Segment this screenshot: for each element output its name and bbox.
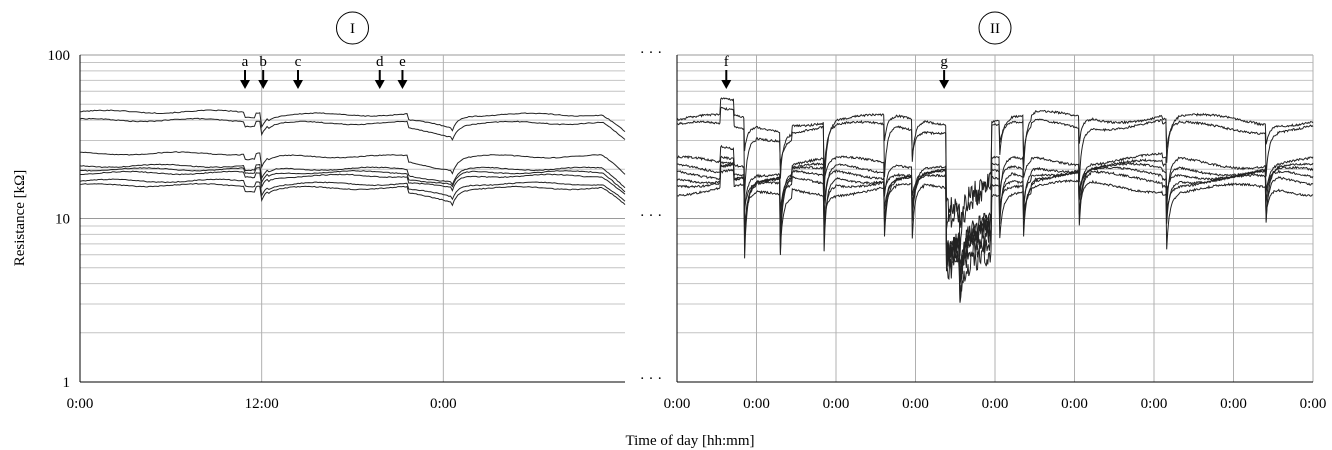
x-axis-label: Time of day [hh:mm]: [625, 433, 754, 449]
series-group: [676, 97, 1314, 303]
series-line: [79, 151, 626, 175]
x-tick-label: 0:00: [1300, 396, 1327, 412]
ellipsis-top: · · ·: [640, 45, 663, 61]
x-tick-label: 0:00: [1220, 396, 1247, 412]
marker-arrow-head: [374, 80, 385, 89]
panel-label-circle: [336, 11, 369, 45]
panel-label: I: [350, 21, 355, 37]
marker-label: d: [376, 54, 384, 70]
series-line: [676, 155, 1314, 285]
panel-label-circle: [978, 11, 1012, 45]
x-tick-label: 0:00: [982, 396, 1009, 412]
x-tick-label: 0:00: [664, 396, 691, 412]
panel-label: II: [990, 21, 1000, 37]
series-line: [676, 106, 1314, 257]
series-line: [676, 161, 1314, 280]
marker-arrow-head: [293, 80, 303, 89]
marker-label: a: [242, 54, 249, 70]
marker-arrow-head: [240, 80, 251, 89]
x-tick-label: 0:00: [1141, 396, 1168, 412]
marker-label: c: [295, 54, 302, 70]
series-line: [676, 163, 1314, 303]
x-tick-label: 12:00: [245, 396, 279, 412]
series-group: [79, 109, 626, 207]
series-line: [80, 170, 626, 195]
x-tick-label: 0:00: [67, 396, 94, 412]
series-line: [676, 168, 1314, 303]
x-tick-label: 0:00: [823, 396, 850, 412]
series-line: [79, 182, 626, 207]
x-tick-label: 0:00: [743, 396, 770, 412]
x-tick-label: 0:00: [1061, 396, 1088, 412]
marker-arrow-head: [721, 80, 732, 89]
panel-1: 0:00 12:00 0:00 1 10 100 Ia b c d e: [48, 11, 626, 412]
marker-label: f: [724, 54, 729, 70]
series-line: [79, 117, 626, 141]
series-line: [79, 167, 626, 193]
marker-label: g: [940, 54, 948, 70]
panel-2: 0:00 0:00 0:00 0:00 0:00 0:00 0:00 0:00 0:00 II f g: [664, 11, 1327, 412]
y-tick-label: 10: [55, 212, 70, 228]
marker-arrow-head: [258, 80, 269, 89]
marker-label: e: [399, 54, 406, 70]
x-tick-label: 0:00: [430, 396, 457, 412]
series-line: [79, 109, 626, 133]
marker-arrow-head: [939, 80, 950, 89]
ellipsis-middle: · · ·: [640, 208, 663, 224]
series-line: [79, 163, 626, 189]
ellipsis-bottom: · · ·: [640, 371, 663, 387]
y-tick-label: 1: [63, 375, 71, 391]
marker-arrow-head: [397, 80, 408, 89]
series-line: [79, 178, 626, 202]
y-tick-label: 100: [48, 48, 71, 64]
marker-label: b: [259, 54, 267, 70]
y-axis-label: Resistance [kΩ]: [12, 170, 28, 267]
x-tick-label: 0:00: [902, 396, 929, 412]
